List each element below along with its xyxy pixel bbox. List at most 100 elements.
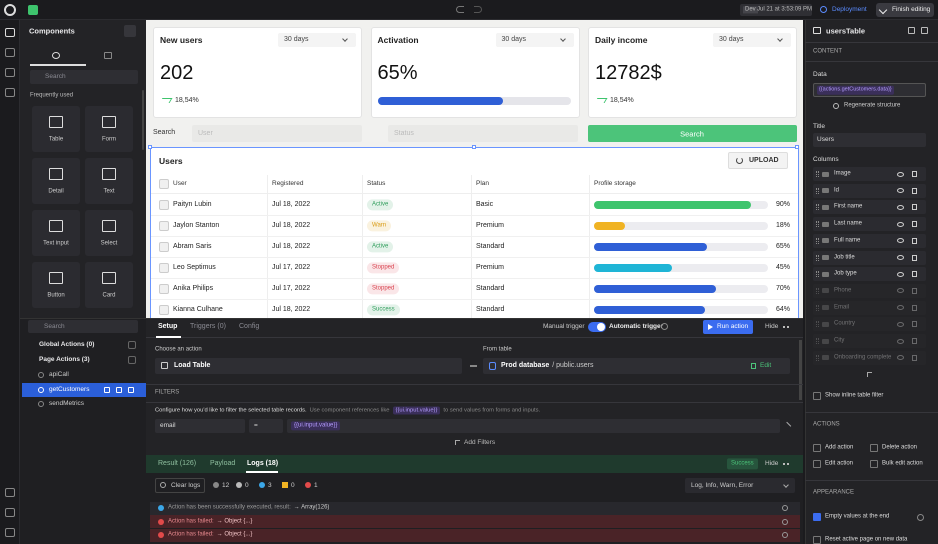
checkbox[interactable] [813, 444, 821, 452]
column-row[interactable] [813, 317, 926, 332]
component-tile[interactable] [85, 106, 133, 152]
app-icon[interactable] [28, 5, 38, 15]
range-select[interactable] [495, 33, 574, 47]
setup-tab[interactable]: Config [239, 322, 260, 330]
tab-icon[interactable] [104, 52, 112, 59]
checkbox[interactable] [813, 536, 821, 544]
add-filters[interactable]: Add Filters [464, 439, 496, 447]
visibility-icon[interactable] [897, 188, 904, 194]
component-tile[interactable] [32, 158, 80, 204]
setup-tab[interactable]: Setup [158, 322, 178, 330]
more-icon[interactable] [783, 463, 789, 465]
deployment-link[interactable]: Deployment [832, 6, 867, 14]
filter-op[interactable] [249, 419, 283, 433]
rail-icon[interactable] [5, 488, 15, 497]
status-input[interactable] [388, 125, 578, 142]
result-tab[interactable]: Payload [210, 459, 236, 467]
add-column[interactable] [867, 372, 872, 377]
result-tab[interactable]: Result (126) [158, 459, 197, 467]
component-tile[interactable] [32, 262, 80, 308]
rail-icon[interactable] [5, 68, 15, 77]
header-icon[interactable] [908, 27, 915, 34]
hide-button[interactable]: Hide [765, 323, 779, 331]
more-icon[interactable] [783, 326, 789, 328]
delete-icon[interactable] [912, 187, 917, 194]
search-button[interactable] [588, 125, 797, 142]
setup-tab[interactable]: Triggers (0) [190, 322, 226, 330]
result-tab[interactable]: Logs (18) [247, 459, 279, 467]
rail-icon[interactable] [5, 48, 15, 57]
action-item[interactable]: apiCall [49, 371, 69, 379]
visibility-icon[interactable] [897, 271, 904, 277]
visibility-icon[interactable] [897, 355, 904, 361]
pin-button[interactable] [124, 25, 136, 37]
action-item[interactable]: getCustomers [49, 385, 90, 393]
checkbox[interactable] [813, 392, 821, 400]
redo-button[interactable] [474, 6, 482, 13]
delete-icon[interactable] [912, 271, 917, 278]
title-input[interactable] [813, 133, 926, 147]
add-button[interactable] [128, 341, 136, 349]
visibility-icon[interactable] [897, 288, 904, 294]
header-icon[interactable] [921, 27, 928, 34]
column-row[interactable] [813, 167, 926, 181]
checkbox[interactable] [870, 460, 878, 468]
finish-button[interactable] [876, 3, 934, 17]
checkbox[interactable] [870, 444, 878, 452]
undo-button[interactable] [456, 6, 464, 13]
delete-icon[interactable] [912, 321, 917, 328]
delete-icon[interactable] [912, 204, 917, 211]
column-row[interactable] [813, 250, 926, 265]
checkbox[interactable] [813, 460, 821, 468]
checkbox[interactable] [159, 200, 169, 210]
delete-icon[interactable] [912, 221, 917, 228]
action-select[interactable] [155, 358, 462, 374]
rail-icon[interactable] [5, 528, 15, 537]
checkbox[interactable] [159, 263, 169, 273]
range-select[interactable] [713, 33, 791, 47]
column-row[interactable] [813, 300, 926, 315]
rail-icon[interactable] [5, 88, 15, 97]
delete-icon[interactable] [912, 338, 917, 344]
clear-button[interactable] [155, 478, 205, 493]
row-icon[interactable] [128, 386, 134, 393]
user-input[interactable] [192, 125, 362, 142]
component-tile[interactable] [85, 262, 133, 308]
hide-button[interactable]: Hide [765, 460, 779, 468]
column-row[interactable] [813, 200, 926, 215]
visibility-icon[interactable] [897, 204, 904, 210]
visibility-icon[interactable] [897, 338, 904, 344]
column-row[interactable] [813, 183, 926, 198]
column-row[interactable] [813, 334, 926, 348]
actions-group[interactable]: Global Actions (0) [39, 341, 95, 349]
filter-value[interactable] [287, 419, 780, 433]
visibility-icon[interactable] [897, 171, 904, 177]
delete-icon[interactable] [912, 171, 917, 177]
delete-icon[interactable] [912, 304, 917, 311]
row-icon[interactable] [104, 386, 110, 393]
rail-icon[interactable] [5, 508, 15, 517]
add-button[interactable] [128, 356, 136, 364]
visibility-icon[interactable] [897, 305, 904, 311]
log-action[interactable] [782, 505, 788, 511]
visibility-icon[interactable] [897, 221, 904, 227]
checkbox[interactable] [813, 513, 821, 521]
delete-icon[interactable] [912, 237, 917, 244]
column-row[interactable] [813, 267, 926, 282]
delete-icon[interactable] [912, 254, 917, 261]
delete-icon[interactable] [912, 287, 917, 294]
checkbox[interactable] [159, 284, 169, 294]
column-row[interactable] [813, 217, 926, 232]
checkbox[interactable] [159, 179, 169, 189]
actions-group[interactable]: Page Actions (3) [39, 356, 90, 364]
upload-button[interactable] [728, 152, 788, 169]
level-select[interactable] [685, 478, 795, 493]
rail-icon[interactable] [5, 28, 15, 37]
checkbox[interactable] [159, 242, 169, 252]
visibility-icon[interactable] [897, 238, 904, 244]
delete-icon[interactable] [912, 354, 917, 361]
row-icon[interactable] [116, 386, 122, 393]
component-tile[interactable] [85, 158, 133, 204]
log-action[interactable] [782, 532, 788, 538]
column-row[interactable] [813, 233, 926, 248]
